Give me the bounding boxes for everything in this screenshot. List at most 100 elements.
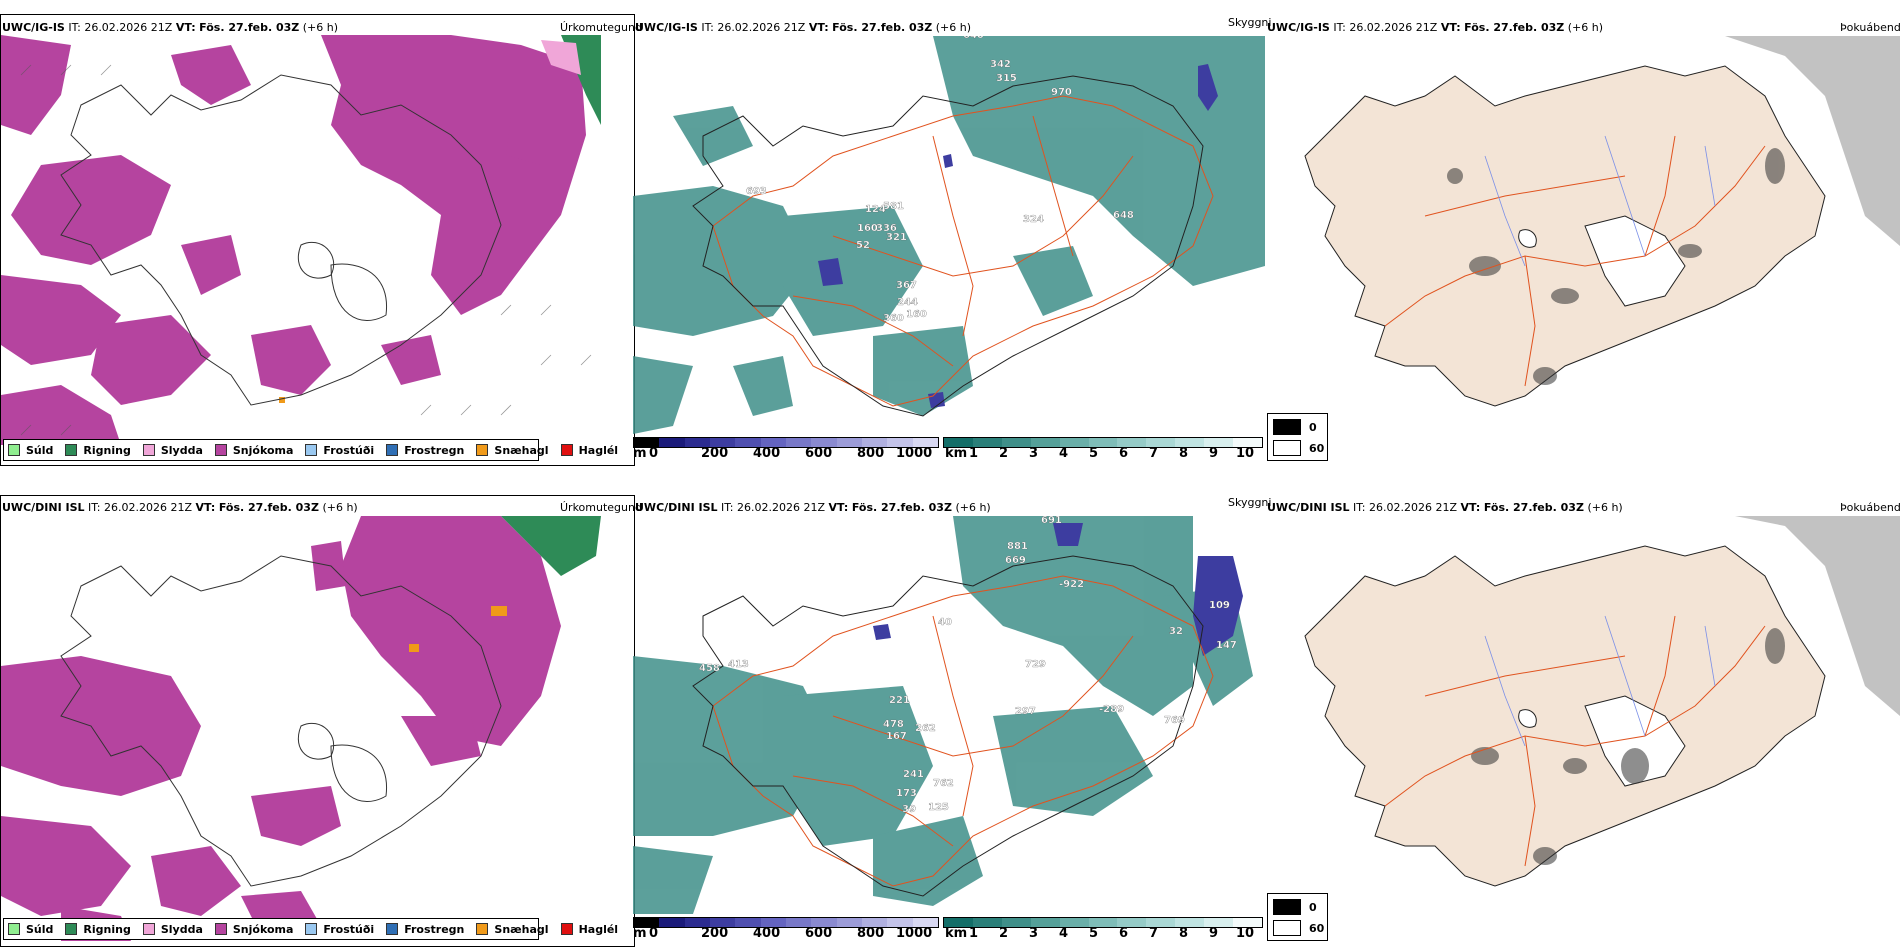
- legend-swatch-snaehagl: [476, 923, 489, 935]
- legend-item: Frostregn: [386, 444, 464, 457]
- visibility-value-label: 40: [938, 617, 952, 628]
- precip-type-panel-bottom: Súld Rigning Slydda Snjókoma Frostúði Fr…: [0, 495, 635, 947]
- fog-indicator-map-bottom: [1304, 516, 1900, 887]
- visibility-value-label: 648: [1113, 210, 1134, 221]
- height-tick: 200: [701, 926, 729, 941]
- precip-type-panel-top: Súld Rigning Slydda Snjókoma Frostúði Fr…: [0, 14, 635, 466]
- colorbar-swatch: [684, 918, 710, 927]
- height-tick: 0: [649, 446, 659, 461]
- visibility-value-label: 321: [886, 232, 907, 243]
- colorbar-swatch: [1146, 438, 1176, 447]
- visibility-value-label: 297: [1015, 706, 1036, 717]
- panel-title: Þokuábendi: [1840, 21, 1900, 34]
- visibility-value-label: 315: [996, 73, 1017, 84]
- fog-legend-item: 0: [1273, 419, 1317, 435]
- panel-header: UWC/IG-IS IT: 26.02.2026 21Z VT: Fös. 27…: [2, 21, 339, 34]
- legend-item: Rigning: [65, 444, 131, 457]
- colorbar-swatch: [1175, 918, 1205, 927]
- legend-swatch-slydda: [142, 923, 155, 935]
- fog-indicator-map-top: [1304, 36, 1900, 407]
- visibility-value-label: 160: [906, 309, 927, 320]
- visibility-value-label: 124: [865, 204, 886, 215]
- colorbar-swatch: [836, 918, 862, 927]
- legend-item: Slydda: [142, 923, 203, 936]
- visibility-value-label: 342: [990, 59, 1011, 70]
- fog-indicator-panel-top: [1265, 36, 1900, 436]
- legend-swatch-rigning: [65, 923, 78, 935]
- colorbar-swatch: [1204, 918, 1234, 927]
- colorbar-swatch: [912, 918, 938, 927]
- height-colorbar-swatches: [633, 437, 939, 448]
- visibility-value-label: 691: [1041, 516, 1062, 526]
- colorbar-swatch: [785, 918, 812, 927]
- height-tick: 1000: [896, 926, 933, 941]
- legend-item: Frostúði: [305, 923, 374, 936]
- height-tick: 800: [857, 926, 885, 941]
- panel-title: Úrkomutegund: [560, 501, 642, 514]
- visibility-panel-top: 6403423159706935811243361603215232464836…: [633, 36, 1265, 434]
- colorbar-swatch: [1117, 438, 1147, 447]
- height-colorbar-unit: m: [633, 926, 647, 941]
- colorbar-swatch: [836, 438, 862, 447]
- colorbar-swatch: [634, 438, 660, 447]
- visibility-tick: 10: [1236, 446, 1255, 461]
- panel-title: Þokuábendi: [1840, 501, 1900, 514]
- colorbar-swatch: [735, 438, 761, 447]
- legend-item: Súld: [8, 923, 53, 936]
- visibility-value-label: 160: [857, 223, 878, 234]
- visibility-tick: 8: [1179, 926, 1189, 941]
- colorbar-swatch: [684, 438, 710, 447]
- visibility-value-label: 693: [746, 186, 767, 197]
- legend-swatch-sudl: [8, 923, 20, 935]
- height-tick: 0: [649, 926, 659, 941]
- visibility-value-label: 167: [886, 731, 907, 742]
- height-tick: 200: [701, 446, 729, 461]
- legend-item: Snjókoma: [214, 923, 293, 936]
- visibility-tick: 5: [1089, 926, 1099, 941]
- legend-swatch-snjokoma: [214, 923, 227, 935]
- legend-item: Súld: [8, 444, 53, 457]
- fog-legend-item: 0: [1273, 899, 1317, 915]
- height-tick: 800: [857, 446, 885, 461]
- legend-swatch-haglel: [560, 444, 573, 456]
- visibility-colorbar-top: km 1 2 3 4 5 6 7 8 9 10: [943, 437, 1265, 461]
- colorbar-swatch: [887, 918, 913, 927]
- legend-swatch-rigning: [65, 444, 78, 456]
- visibility-tick: 6: [1119, 446, 1129, 461]
- colorbar-swatch: [1117, 918, 1147, 927]
- precip-type-legend-bottom: Súld Rigning Slydda Snjókoma Frostúði Fr…: [3, 918, 618, 940]
- colorbar-swatch: [972, 918, 1002, 927]
- legend-swatch-frostudi: [305, 444, 318, 456]
- fog-swatch-60: [1273, 440, 1301, 456]
- height-tick: 600: [805, 926, 833, 941]
- visibility-value-label: 478: [883, 719, 904, 730]
- visibility-value-label: 52: [856, 240, 870, 251]
- visibility-tick: 2: [999, 446, 1009, 461]
- fog-swatch-0: [1273, 419, 1301, 435]
- visibility-map-bottom: [633, 516, 1253, 914]
- legend-item: Rigning: [65, 923, 131, 936]
- colorbar-swatch: [1088, 918, 1118, 927]
- colorbar-swatch: [659, 438, 685, 447]
- visibility-colorbar-unit: km: [945, 926, 968, 941]
- colorbar-swatch: [811, 918, 837, 927]
- colorbar-swatch: [1146, 918, 1176, 927]
- visibility-value-label: 324: [1023, 214, 1044, 225]
- precip-type-map-bottom: [1, 516, 601, 941]
- legend-item: Haglél: [560, 444, 618, 457]
- visibility-tick: 1: [969, 446, 979, 461]
- colorbar-swatch: [1030, 438, 1060, 447]
- fog-swatch-0: [1273, 899, 1301, 915]
- panel-header: UWC/DINI ISL IT: 26.02.2026 21Z VT: Fös.…: [2, 501, 358, 514]
- panel-title: Skyggni: [1228, 496, 1272, 509]
- legend-swatch-haglel: [560, 923, 573, 935]
- precip-type-legend-top: Súld Rigning Slydda Snjókoma Frostúði Fr…: [3, 439, 618, 461]
- visibility-value-label: 39: [902, 804, 916, 815]
- height-colorbar-top: m 0 200 400 600 800 1000: [633, 437, 943, 461]
- visibility-value-label: 221: [889, 695, 910, 706]
- colorbar-swatch: [785, 438, 812, 447]
- legend-item: Haglél: [560, 923, 618, 936]
- colorbar-swatch: [1059, 438, 1089, 447]
- colorbar-swatch: [659, 918, 685, 927]
